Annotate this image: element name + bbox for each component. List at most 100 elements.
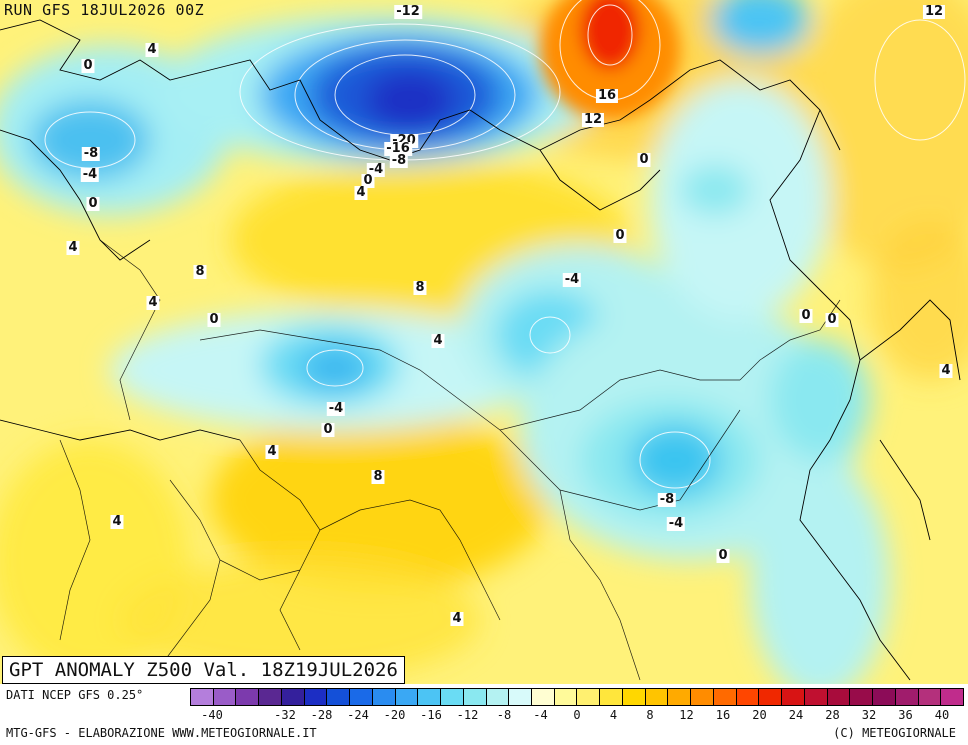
- legend-tick-label: 16: [715, 708, 731, 722]
- contour-label: 4: [450, 611, 464, 626]
- borders: [59, 239, 841, 681]
- legend-swatch: [873, 689, 896, 705]
- legend-swatch: [509, 689, 533, 705]
- contour-label: 4: [66, 240, 80, 255]
- legend-swatch: [259, 689, 282, 705]
- contour-label: -4: [366, 162, 386, 177]
- legend-swatch: [554, 689, 578, 705]
- contour-label: 4: [265, 444, 279, 459]
- legend-swatch: [486, 689, 510, 705]
- contour-label: -4: [80, 167, 100, 182]
- legend-tick-label: 36: [898, 708, 913, 722]
- contour-label: -4: [326, 401, 346, 416]
- legend-swatch: [191, 689, 214, 705]
- contour-label: 0: [81, 58, 95, 73]
- legend-tick-label: -24: [347, 708, 369, 722]
- credits-right: (C) METEOGIORNALE: [833, 726, 956, 740]
- legend-swatch: [304, 689, 328, 705]
- contour-label: 0: [799, 308, 813, 323]
- contour-label: 4: [146, 295, 160, 310]
- legend-tick-labels: -40 -32 -28 -24 -20 -16 -12 -8 -4 0 4 8 12 16 20 24 28 32…: [190, 708, 964, 724]
- legend-swatch: [622, 689, 646, 705]
- contour-label: -4: [562, 272, 582, 287]
- contour-label: 8: [371, 469, 385, 484]
- legend-tick-label: 0: [573, 708, 581, 722]
- legend-swatch: [713, 689, 737, 705]
- credits-left: MTG-GFS - ELABORAZIONE WWW.METEOGIORNALE…: [6, 726, 317, 740]
- legend-tick-label: -8: [496, 708, 512, 722]
- legend-swatch: [918, 689, 942, 705]
- contour-label: -8: [389, 153, 409, 168]
- contour-label: 0: [86, 196, 100, 211]
- contour-label: 0: [361, 173, 375, 188]
- contour-label: 0: [613, 228, 627, 243]
- contour-label: 12: [922, 4, 946, 19]
- contour-label: 16: [595, 88, 619, 103]
- legend-swatch: [395, 689, 419, 705]
- legend-swatch: [327, 689, 351, 705]
- legend-swatch: [281, 689, 305, 705]
- contour-label: 12: [581, 112, 605, 127]
- contour-label: 0: [207, 312, 221, 327]
- legend-swatch: [213, 689, 237, 705]
- legend-tick-label: -12: [456, 708, 479, 722]
- contour-label: 0: [716, 548, 730, 563]
- legend-swatch: [668, 689, 692, 705]
- legend-swatch: [782, 689, 805, 705]
- legend-tick-label: -20: [383, 708, 406, 722]
- contour-label: 4: [939, 363, 953, 378]
- anomaly-map: RUN GFS 18JUL2026 00Z -12 12 4 0 16 12 -…: [0, 0, 968, 684]
- legend-swatch: [691, 689, 714, 705]
- legend-tick-label: -40: [201, 708, 223, 722]
- legend-swatch: [463, 689, 487, 705]
- contour-label: 4: [431, 333, 445, 348]
- legend-swatch: [645, 689, 669, 705]
- contour-label: -12: [394, 4, 422, 19]
- legend-tick-label: 32: [861, 708, 877, 722]
- contour-label: 4: [145, 42, 159, 57]
- contour-label: 0: [321, 422, 335, 437]
- legend-swatch: [418, 689, 442, 705]
- map-canvas: [0, 0, 968, 684]
- legend-swatch: [827, 689, 851, 705]
- contour-label: 8: [413, 280, 427, 295]
- legend-tick-label: 4: [609, 708, 618, 722]
- legend-tick-label: 8: [646, 708, 654, 722]
- legend-swatch: [236, 689, 260, 705]
- contour-label: 0: [637, 152, 651, 167]
- legend-tick-label: 28: [825, 708, 840, 722]
- legend-tick-label: -16: [420, 708, 442, 722]
- legend-tick-label: 40: [934, 708, 950, 722]
- contour-label: 4: [354, 185, 368, 200]
- contour-label: -8: [657, 492, 677, 507]
- footer: DATI NCEP GFS 0.25° -40 -32 -28 -24 -20 -16 -1…: [0, 684, 968, 745]
- contour-label: -4: [666, 516, 686, 531]
- legend-swatch: [736, 689, 760, 705]
- legend-swatch: [895, 689, 919, 705]
- legend-swatch: [941, 689, 963, 705]
- contour-label: 0: [825, 312, 839, 327]
- run-label: RUN GFS 18JUL2026 00Z: [4, 1, 205, 19]
- contour-label: -16: [384, 141, 412, 156]
- legend-tick-label: 24: [788, 708, 804, 722]
- legend-swatch: [759, 689, 783, 705]
- contour-label: 4: [110, 514, 124, 529]
- legend-swatch: [441, 689, 464, 705]
- contour-label: -8: [81, 146, 101, 161]
- legend-tick-label: -32: [274, 708, 296, 722]
- warm-core: [540, 0, 680, 120]
- legend-tick-label: -28: [310, 708, 333, 722]
- legend-swatch: [372, 689, 396, 705]
- legend-swatch: [804, 689, 828, 705]
- contour-label: 8: [193, 264, 207, 279]
- legend-tick-label: 12: [679, 708, 694, 722]
- map-title: GPT ANOMALY Z500 Val. 18Z19JUL2026: [2, 656, 405, 684]
- legend-tick-label: -4: [533, 708, 548, 722]
- legend-swatch: [850, 689, 874, 705]
- color-scale-legend: [190, 688, 964, 706]
- legend-swatch: [532, 689, 555, 705]
- data-source-label: DATI NCEP GFS 0.25°: [6, 688, 144, 702]
- legend-swatch: [600, 689, 623, 705]
- legend-swatch: [577, 689, 601, 705]
